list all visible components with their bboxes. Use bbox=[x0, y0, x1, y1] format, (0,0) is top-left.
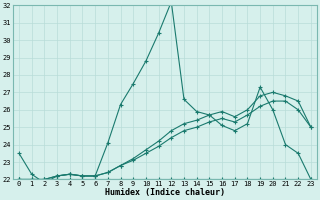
X-axis label: Humidex (Indice chaleur): Humidex (Indice chaleur) bbox=[105, 188, 225, 197]
